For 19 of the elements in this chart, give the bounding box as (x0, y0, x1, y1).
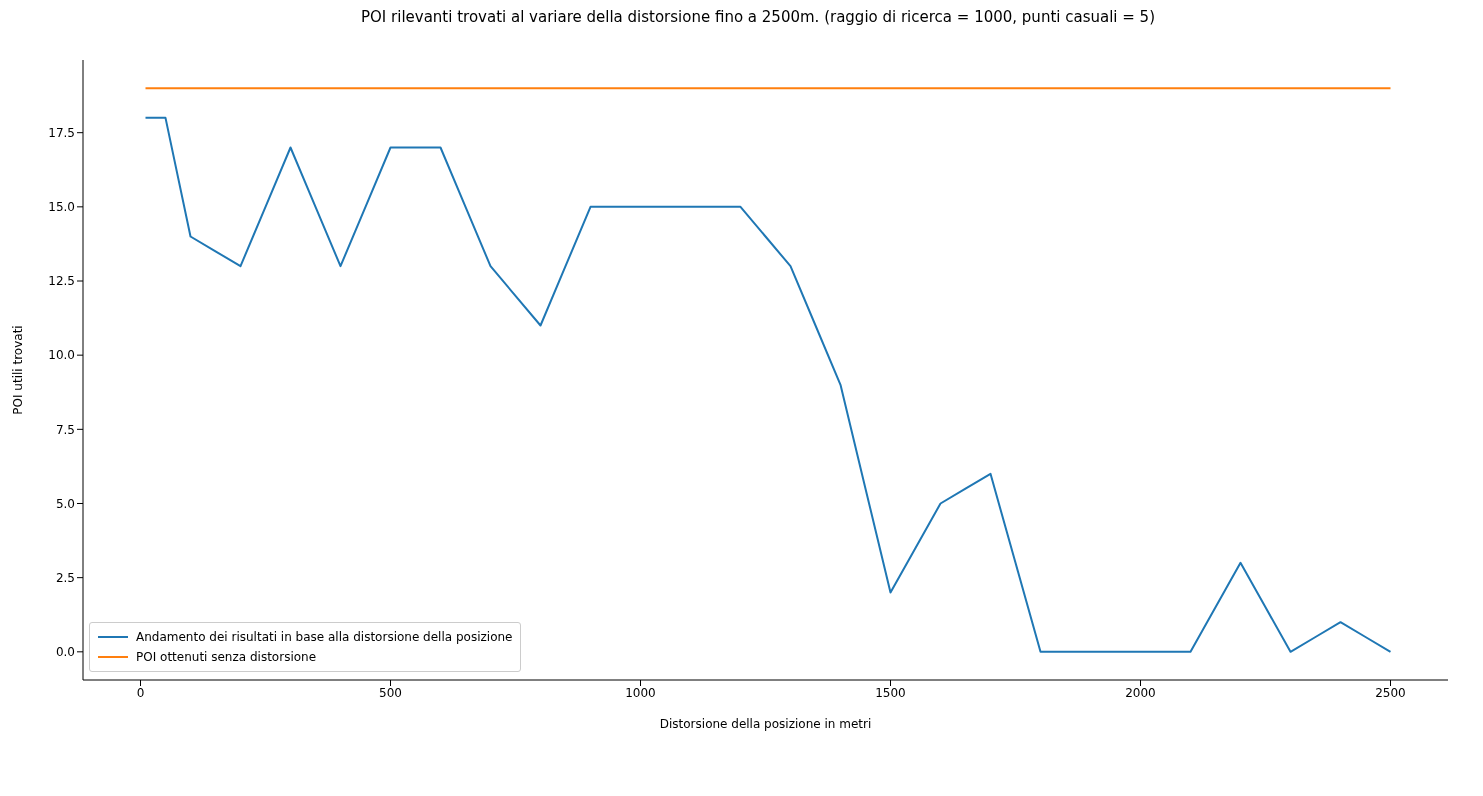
x-tick-label: 1000 (625, 685, 656, 700)
y-tick-label: 12.5 (48, 274, 75, 289)
x-tick-label: 2500 (1375, 685, 1406, 700)
legend-label: POI ottenuti senza distorsione (136, 649, 317, 666)
x-tick-label: 500 (379, 685, 402, 700)
y-tick-label: 2.5 (55, 570, 75, 585)
y-tick-label: 7.5 (55, 422, 75, 437)
y-tick-label: 5.0 (55, 496, 75, 511)
x-tick-label: 2000 (1125, 685, 1156, 700)
y-tick-label: 10.0 (48, 348, 75, 363)
y-axis-title: POI utili trovati (11, 325, 26, 415)
y-tick-label: 17.5 (48, 125, 75, 140)
x-axis-title: Distorsione della posizione in metri (659, 717, 872, 731)
y-tick-label: 15.0 (48, 200, 75, 215)
legend-label: Andamento dei risultati in base alla distorsione della posizione (136, 629, 513, 646)
x-tick-label: 0 (136, 685, 145, 700)
x-tick-label: 1500 (875, 685, 906, 700)
y-tick-label: 0.0 (55, 645, 75, 660)
chart-title: POI rilevanti trovati al variare della distorsione fino a 2500m. (raggio di ricerca = 1000, punti casuali = 5) (360, 8, 1156, 28)
